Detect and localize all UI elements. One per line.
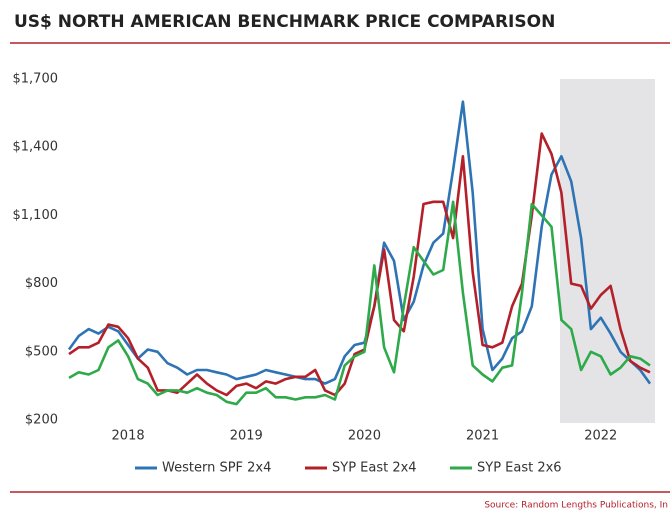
y-tick-label: $1,700 bbox=[13, 72, 59, 87]
series-line bbox=[67, 100, 652, 385]
y-tick-label: $1,400 bbox=[13, 140, 59, 155]
y-tick-label: $1,100 bbox=[13, 208, 59, 223]
y-tick-label: $800 bbox=[25, 276, 58, 291]
x-tick-label: 2021 bbox=[466, 429, 499, 444]
chart-title: US$ NORTH AMERICAN BENCHMARK PRICE COMPA… bbox=[14, 12, 555, 32]
source: Source: Random Lengths Publications, In bbox=[484, 501, 668, 511]
x-tick-label: 2020 bbox=[348, 429, 381, 444]
series-line bbox=[68, 200, 651, 406]
legend-label: SYP East 2x6 bbox=[477, 461, 562, 476]
x-tick-label: 2019 bbox=[230, 429, 263, 444]
y-tick-label: $200 bbox=[25, 413, 58, 428]
x-tick-label: 2022 bbox=[584, 429, 617, 444]
legend-label: Western SPF 2x4 bbox=[162, 461, 271, 476]
x-tick-label: 2018 bbox=[112, 429, 145, 444]
y-tick-label: $500 bbox=[25, 344, 58, 359]
legend-label: SYP East 2x4 bbox=[332, 461, 417, 476]
